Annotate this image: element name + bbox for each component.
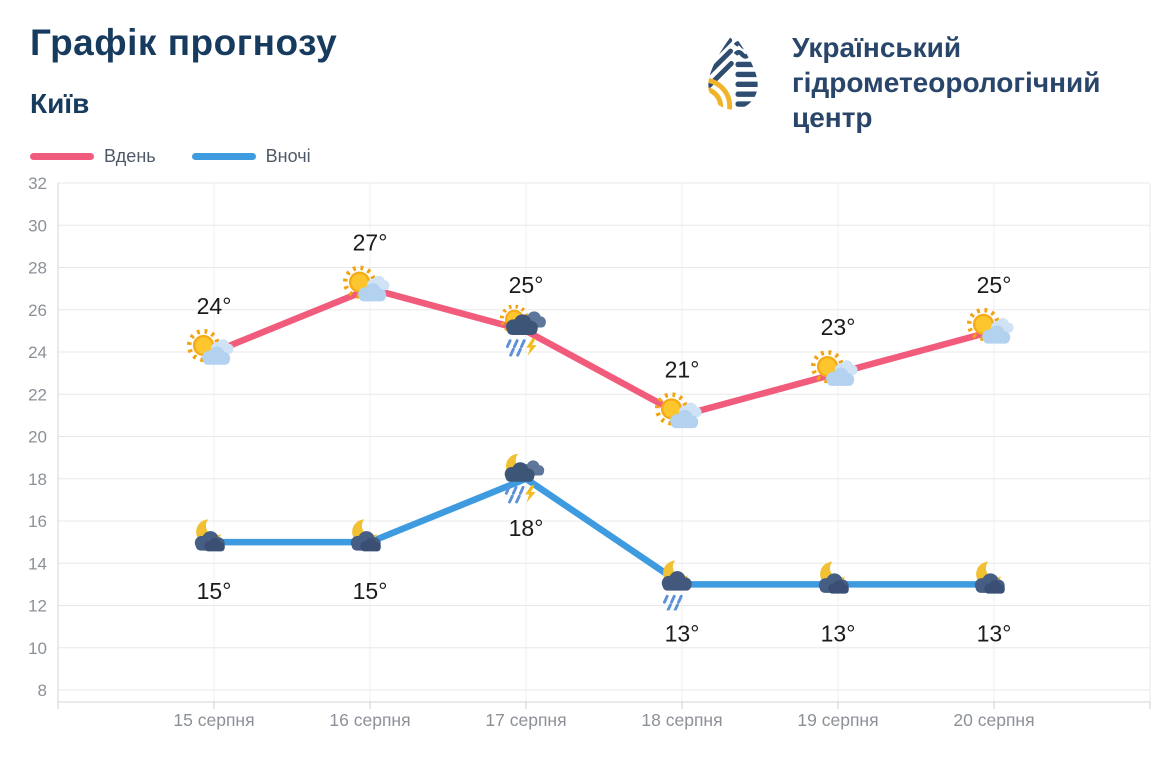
y-axis-label: 26 — [28, 301, 47, 320]
y-axis-label: 16 — [28, 512, 47, 531]
legend-day-swatch — [30, 153, 94, 160]
series-line-day — [210, 285, 998, 419]
y-axis-label: 20 — [28, 428, 47, 447]
org-logo-line-3: центр — [792, 102, 873, 133]
moon-cloud-icon — [975, 562, 1005, 594]
x-axis-label: 15 серпня — [173, 710, 254, 730]
temperature-label: 25° — [509, 272, 544, 298]
rain-night-icon — [662, 561, 692, 611]
y-axis-label: 14 — [28, 554, 47, 573]
x-axis-label: 20 серпня — [953, 710, 1034, 730]
y-axis-label: 28 — [28, 259, 47, 278]
storm-night-icon — [505, 454, 545, 503]
y-axis-label: 8 — [38, 681, 47, 700]
legend-day-label: Вдень — [104, 146, 156, 166]
temperature-label: 13° — [665, 620, 700, 646]
y-axis-label: 18 — [28, 470, 47, 489]
x-axis-label: 19 серпня — [797, 710, 878, 730]
y-axis-label: 10 — [28, 639, 47, 658]
temperature-label: 27° — [353, 230, 388, 256]
y-axis-label: 22 — [28, 385, 47, 404]
y-axis-label: 12 — [28, 597, 47, 616]
series-line-night — [210, 475, 998, 588]
org-logo-line-2: гідрометеорологічний — [792, 67, 1101, 98]
x-axis-label: 17 серпня — [485, 710, 566, 730]
y-axis-label: 30 — [28, 216, 47, 235]
water-drop-logo-icon — [708, 33, 758, 110]
legend-night-label: Вночі — [265, 146, 311, 166]
temperature-label: 13° — [977, 620, 1012, 646]
page-title: Графік прогнозу — [30, 22, 338, 63]
storm-day-icon — [502, 306, 546, 355]
x-axis-label: 16 серпня — [329, 710, 410, 730]
temperature-label: 13° — [821, 620, 856, 646]
x-axis-label: 18 серпня — [641, 710, 722, 730]
sun-cloud-icon — [657, 395, 701, 429]
temperature-label: 21° — [665, 356, 700, 382]
temperature-label: 25° — [977, 272, 1012, 298]
moon-cloud-icon — [819, 562, 849, 594]
y-axis-label: 32 — [28, 174, 47, 193]
moon-cloud-icon — [351, 519, 381, 551]
temperature-label: 18° — [509, 515, 544, 541]
sun-cloud-icon — [189, 331, 233, 365]
org-logo-line-1: Український — [792, 32, 962, 63]
temperature-label: 24° — [197, 293, 232, 319]
temperature-label: 15° — [353, 578, 388, 604]
moon-cloud-icon — [195, 519, 225, 551]
y-axis-label: 24 — [28, 343, 47, 362]
legend-night-swatch — [191, 153, 256, 160]
org-logo: Український гідрометеорологічний центр — [700, 24, 1100, 135]
chart-legend: Вдень Вночі — [30, 146, 337, 167]
org-logo-text: Український гідрометеорологічний центр — [792, 24, 1100, 135]
city-subtitle: Київ — [30, 88, 90, 119]
temperature-label: 23° — [821, 314, 856, 340]
temperature-label: 15° — [197, 578, 232, 604]
